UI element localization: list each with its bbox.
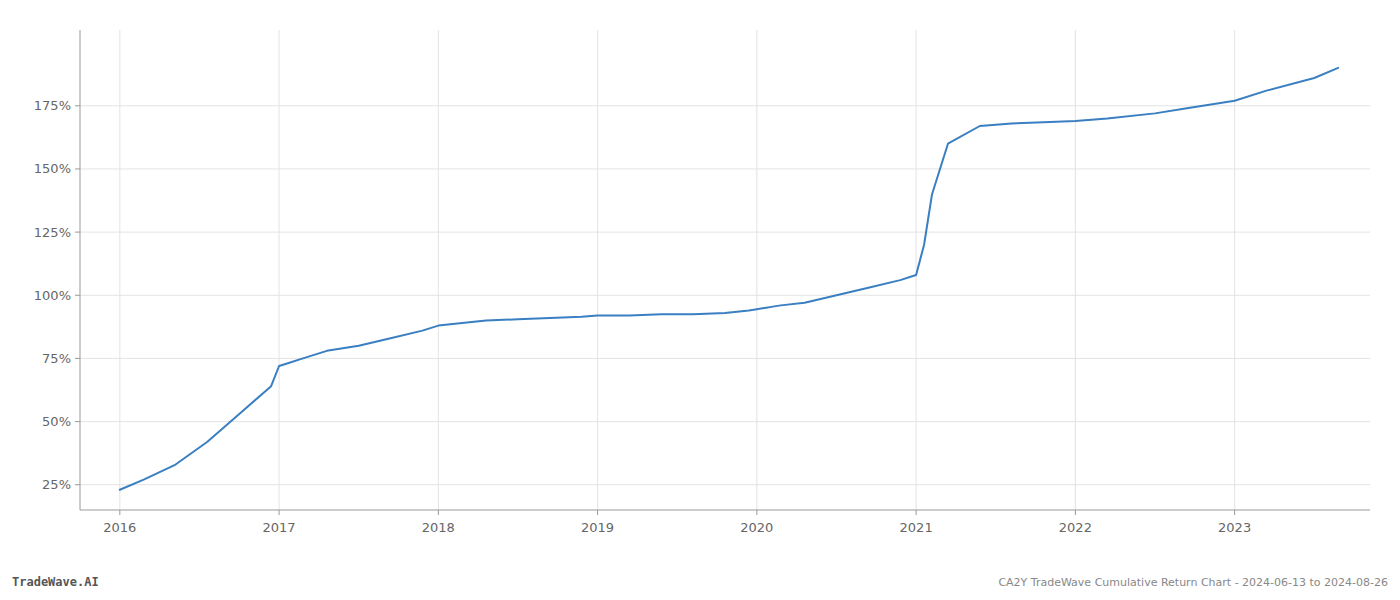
line-series — [120, 68, 1338, 490]
y-axis-line — [80, 30, 81, 510]
y-grid-line — [80, 421, 1370, 422]
x-tick-label: 2018 — [422, 520, 455, 535]
y-tick-label: 50% — [42, 414, 71, 429]
x-grid-line — [438, 30, 439, 510]
x-tick — [279, 510, 280, 515]
y-grid-line — [80, 168, 1370, 169]
footer-left: TradeWave.AI — [12, 575, 99, 589]
x-tick — [1234, 510, 1235, 515]
y-grid-line — [80, 232, 1370, 233]
footer-right: CA2Y TradeWave Cumulative Return Chart -… — [998, 576, 1388, 589]
x-grid-line — [1075, 30, 1076, 510]
x-tick — [119, 510, 120, 515]
y-tick — [75, 484, 80, 485]
y-grid-line — [80, 105, 1370, 106]
x-grid-line — [756, 30, 757, 510]
y-tick — [75, 168, 80, 169]
x-tick-label: 2021 — [900, 520, 933, 535]
x-grid-line — [119, 30, 120, 510]
y-tick-label: 175% — [34, 98, 71, 113]
x-axis-line — [80, 510, 1370, 511]
footer: TradeWave.AI CA2Y TradeWave Cumulative Re… — [12, 575, 1388, 589]
y-tick-label: 100% — [34, 288, 71, 303]
y-tick-label: 150% — [34, 161, 71, 176]
axes: 25% 50% 75% 100% 125% 150% 175% 2016 2017 2018 201… — [34, 30, 1370, 535]
x-tick — [756, 510, 757, 515]
y-tick — [75, 295, 80, 296]
x-tick-label: 2023 — [1218, 520, 1251, 535]
y-tick — [75, 105, 80, 106]
grid — [80, 30, 1370, 510]
x-tick-label: 2016 — [103, 520, 136, 535]
x-grid-line — [279, 30, 280, 510]
x-tick — [438, 510, 439, 515]
x-tick — [916, 510, 917, 515]
y-tick — [75, 232, 80, 233]
x-tick-label: 2017 — [263, 520, 296, 535]
chart-svg: 25% 50% 75% 100% 125% 150% 175% 2016 2017 2018 201… — [0, 0, 1400, 600]
y-tick-label: 25% — [42, 477, 71, 492]
x-tick-label: 2019 — [581, 520, 614, 535]
y-grid-line — [80, 358, 1370, 359]
x-grid-line — [1234, 30, 1235, 510]
x-grid-line — [597, 30, 598, 510]
y-tick-label: 75% — [42, 351, 71, 366]
x-tick — [1075, 510, 1076, 515]
y-tick — [75, 421, 80, 422]
chart-container: 25% 50% 75% 100% 125% 150% 175% 2016 2017 2018 201… — [0, 0, 1400, 600]
y-grid-line — [80, 484, 1370, 485]
plot-data — [120, 68, 1338, 490]
y-tick-label: 125% — [34, 225, 71, 240]
y-tick — [75, 358, 80, 359]
x-tick-label: 2020 — [740, 520, 773, 535]
y-grid-line — [80, 295, 1370, 296]
x-tick-label: 2022 — [1059, 520, 1092, 535]
x-tick — [597, 510, 598, 515]
